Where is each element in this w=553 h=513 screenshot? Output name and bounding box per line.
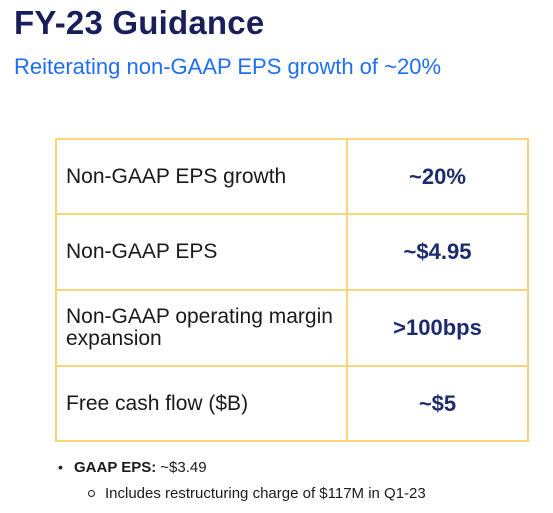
page-subtitle: Reiterating non-GAAP EPS growth of ~20% — [14, 54, 442, 79]
metric-label: Non-GAAP EPS growth — [55, 138, 348, 215]
sub-bullet-text: Includes restructuring charge of $117M i… — [105, 484, 426, 502]
table-row: Non-GAAP operating margin expansion >100… — [55, 289, 529, 367]
metric-label: Non-GAAP EPS — [55, 213, 348, 291]
bullet-icon: • — [58, 459, 63, 475]
guidance-table: Non-GAAP EPS growth ~20% Non-GAAP EPS ~$… — [55, 138, 529, 442]
page-title: FY-23 Guidance — [14, 4, 265, 41]
metric-label: Non-GAAP operating margin expansion — [55, 289, 348, 367]
metric-value: ~$5 — [346, 365, 529, 442]
metric-label: Free cash flow ($B) — [55, 365, 348, 442]
gaap-eps-value: ~$3.49 — [160, 458, 207, 476]
circle-bullet-icon — [88, 489, 95, 497]
table-row: Free cash flow ($B) ~$5 — [55, 365, 529, 442]
table-row: Non-GAAP EPS ~$4.95 — [55, 213, 529, 291]
table-row: Non-GAAP EPS growth ~20% — [55, 138, 529, 215]
list-item: Includes restructuring charge of $117M i… — [88, 482, 548, 504]
footnotes: • GAAP EPS: ~$3.49 Includes restructurin… — [58, 456, 548, 504]
gaap-eps-key: GAAP EPS: — [74, 458, 157, 476]
metric-value: >100bps — [346, 289, 529, 367]
metric-value: ~20% — [346, 138, 529, 215]
list-item: • GAAP EPS: ~$3.49 — [58, 456, 548, 478]
metric-value: ~$4.95 — [346, 213, 529, 291]
